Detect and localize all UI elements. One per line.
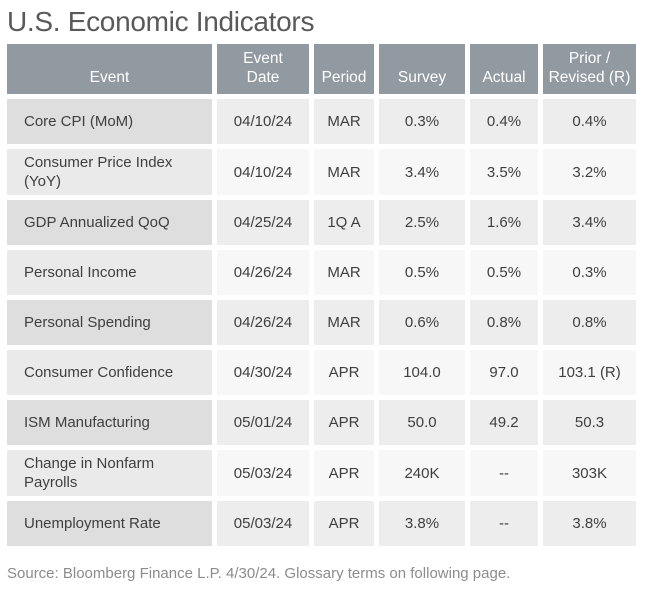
prior-cell: 50.3 bbox=[543, 400, 636, 445]
actual-cell: -- bbox=[470, 501, 538, 546]
page-title: U.S. Economic Indicators bbox=[7, 6, 315, 37]
date-cell: 04/30/24 bbox=[217, 350, 309, 395]
economic-indicators-table: Event Event Date Period Survey Actual Pr… bbox=[2, 39, 641, 551]
event-cell: Consumer Confidence bbox=[7, 350, 212, 395]
date-cell: 04/10/24 bbox=[217, 149, 309, 195]
survey-cell: 104.0 bbox=[379, 350, 465, 395]
date-cell: 04/25/24 bbox=[217, 200, 309, 245]
date-cell: 04/26/24 bbox=[217, 300, 309, 345]
actual-cell: 97.0 bbox=[470, 350, 538, 395]
table-body: Core CPI (MoM) 04/10/24 MAR 0.3% 0.4% 0.… bbox=[7, 99, 636, 546]
period-cell: 1Q A bbox=[314, 200, 374, 245]
survey-cell: 0.5% bbox=[379, 250, 465, 295]
date-cell: 05/03/24 bbox=[217, 501, 309, 546]
table-row: GDP Annualized QoQ 04/25/24 1Q A 2.5% 1.… bbox=[7, 200, 636, 245]
event-cell: Unemployment Rate bbox=[7, 501, 212, 546]
actual-cell: 0.8% bbox=[470, 300, 538, 345]
period-cell: MAR bbox=[314, 300, 374, 345]
event-cell: GDP Annualized QoQ bbox=[7, 200, 212, 245]
col-header-prior-revised: Prior / Revised (R) bbox=[543, 44, 636, 94]
table-row: Unemployment Rate 05/03/24 APR 3.8% -- 3… bbox=[7, 501, 636, 546]
table-row: ISM Manufacturing 05/01/24 APR 50.0 49.2… bbox=[7, 400, 636, 445]
period-cell: MAR bbox=[314, 99, 374, 144]
prior-cell: 3.2% bbox=[543, 149, 636, 195]
actual-cell: 3.5% bbox=[470, 149, 538, 195]
col-header-survey: Survey bbox=[379, 44, 465, 94]
date-cell: 05/03/24 bbox=[217, 450, 309, 496]
prior-cell: 303K bbox=[543, 450, 636, 496]
table-row: Core CPI (MoM) 04/10/24 MAR 0.3% 0.4% 0.… bbox=[7, 99, 636, 144]
period-cell: APR bbox=[314, 400, 374, 445]
table-row: Personal Income 04/26/24 MAR 0.5% 0.5% 0… bbox=[7, 250, 636, 295]
event-cell: Change in Nonfarm Payrolls bbox=[7, 450, 212, 496]
event-cell: ISM Manufacturing bbox=[7, 400, 212, 445]
period-cell: APR bbox=[314, 501, 374, 546]
col-header-event: Event bbox=[7, 44, 212, 94]
table-row: Change in Nonfarm Payrolls 05/03/24 APR … bbox=[7, 450, 636, 496]
prior-cell: 3.8% bbox=[543, 501, 636, 546]
survey-cell: 0.3% bbox=[379, 99, 465, 144]
col-header-event-date: Event Date bbox=[217, 44, 309, 94]
event-cell: Personal Income bbox=[7, 250, 212, 295]
actual-cell: 1.6% bbox=[470, 200, 538, 245]
period-cell: MAR bbox=[314, 149, 374, 195]
prior-cell: 0.4% bbox=[543, 99, 636, 144]
date-cell: 05/01/24 bbox=[217, 400, 309, 445]
col-header-actual: Actual bbox=[470, 44, 538, 94]
event-cell: Consumer Price Index (YoY) bbox=[7, 149, 212, 195]
prior-cell: 0.3% bbox=[543, 250, 636, 295]
survey-cell: 50.0 bbox=[379, 400, 465, 445]
period-cell: MAR bbox=[314, 250, 374, 295]
survey-cell: 3.8% bbox=[379, 501, 465, 546]
date-cell: 04/10/24 bbox=[217, 99, 309, 144]
prior-cell: 0.8% bbox=[543, 300, 636, 345]
table-row: Consumer Confidence 04/30/24 APR 104.0 9… bbox=[7, 350, 636, 395]
prior-cell: 3.4% bbox=[543, 200, 636, 245]
actual-cell: -- bbox=[470, 450, 538, 496]
survey-cell: 240K bbox=[379, 450, 465, 496]
table-row: Personal Spending 04/26/24 MAR 0.6% 0.8%… bbox=[7, 300, 636, 345]
actual-cell: 0.4% bbox=[470, 99, 538, 144]
event-cell: Personal Spending bbox=[7, 300, 212, 345]
source-note: Source: Bloomberg Finance L.P. 4/30/24. … bbox=[7, 565, 511, 582]
table-row: Consumer Price Index (YoY) 04/10/24 MAR … bbox=[7, 149, 636, 195]
survey-cell: 2.5% bbox=[379, 200, 465, 245]
actual-cell: 0.5% bbox=[470, 250, 538, 295]
event-cell: Core CPI (MoM) bbox=[7, 99, 212, 144]
date-cell: 04/26/24 bbox=[217, 250, 309, 295]
period-cell: APR bbox=[314, 350, 374, 395]
survey-cell: 3.4% bbox=[379, 149, 465, 195]
table-header: Event Event Date Period Survey Actual Pr… bbox=[7, 44, 636, 94]
survey-cell: 0.6% bbox=[379, 300, 465, 345]
header-row: Event Event Date Period Survey Actual Pr… bbox=[7, 44, 636, 94]
prior-cell: 103.1 (R) bbox=[543, 350, 636, 395]
col-header-period: Period bbox=[314, 44, 374, 94]
actual-cell: 49.2 bbox=[470, 400, 538, 445]
period-cell: APR bbox=[314, 450, 374, 496]
